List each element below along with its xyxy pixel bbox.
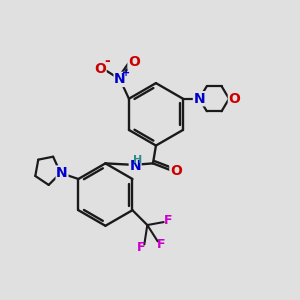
Text: N: N: [114, 72, 126, 86]
Text: F: F: [137, 241, 146, 254]
Text: O: O: [170, 164, 182, 178]
Text: N: N: [129, 159, 141, 173]
Text: -: -: [104, 54, 110, 68]
Text: F: F: [156, 238, 165, 251]
Text: O: O: [229, 92, 240, 106]
Text: O: O: [128, 55, 140, 69]
Text: +: +: [122, 68, 130, 79]
Text: H: H: [133, 154, 142, 164]
Text: F: F: [164, 214, 172, 227]
Text: N: N: [194, 92, 205, 106]
Text: O: O: [94, 62, 106, 76]
Text: N: N: [56, 166, 68, 180]
